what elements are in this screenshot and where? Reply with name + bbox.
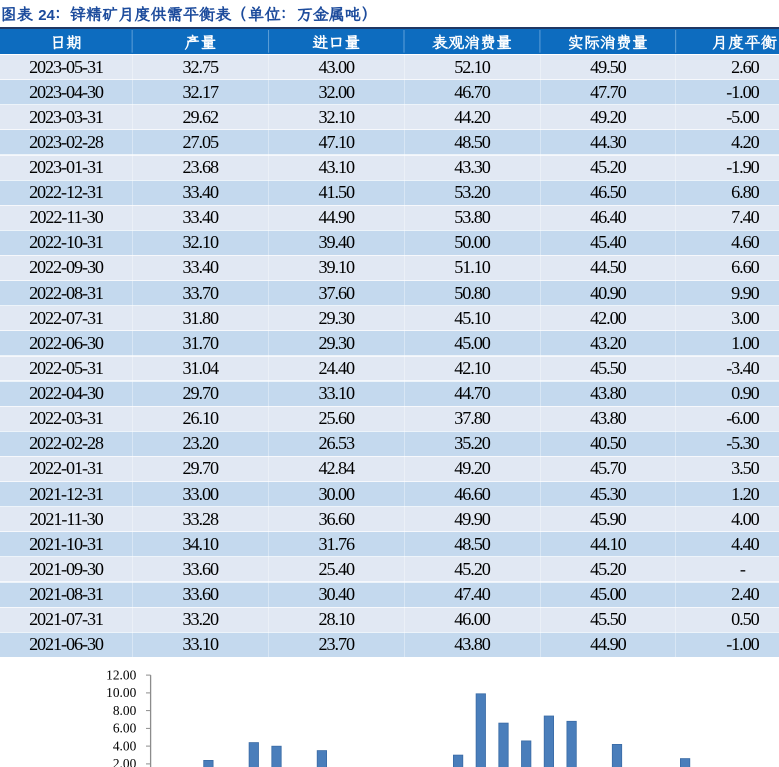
svg-text:2.00: 2.00 — [113, 756, 137, 767]
svg-text:24: 24 — [38, 7, 55, 24]
svg-text:10.00: 10.00 — [106, 685, 136, 700]
svg-text:4.00: 4.00 — [113, 738, 137, 753]
svg-text:8.00: 8.00 — [113, 703, 137, 718]
svg-text:12.00: 12.00 — [106, 667, 136, 682]
svg-text:6.00: 6.00 — [113, 721, 137, 736]
